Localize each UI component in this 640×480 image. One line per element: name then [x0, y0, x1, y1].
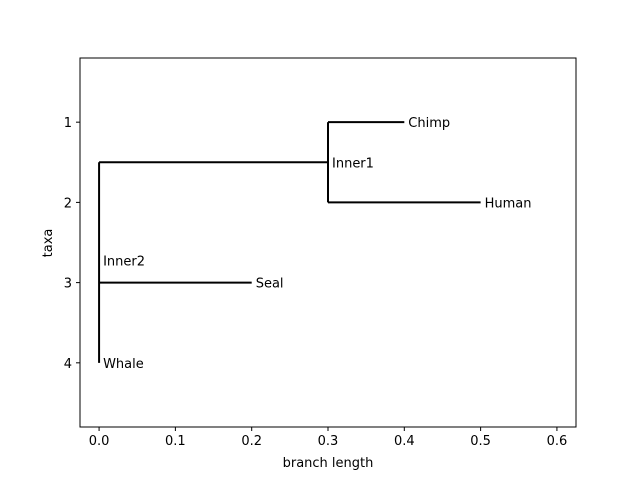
- node-label-whale: Whale: [103, 357, 144, 372]
- y-axis: 1 2 3 4: [64, 116, 80, 372]
- y-tick-label: 1: [64, 116, 72, 131]
- tree-branches: [98, 121, 481, 363]
- x-tick-label: 0.4: [394, 434, 415, 449]
- x-axis-label: branch length: [283, 456, 374, 471]
- x-tick-label: 0.6: [547, 434, 568, 449]
- x-tick-label: 0.1: [165, 434, 186, 449]
- node-label-inner1: Inner1: [332, 156, 374, 171]
- x-tick-label: 0.0: [89, 434, 110, 449]
- x-tick-label: 0.2: [241, 434, 262, 449]
- y-tick-label: 2: [64, 196, 72, 211]
- node-label-seal: Seal: [256, 277, 284, 292]
- y-axis-label: taxa: [41, 229, 56, 258]
- x-axis: 0.0 0.1 0.2 0.3 0.4 0.5 0.6: [89, 427, 568, 449]
- x-tick-label: 0.3: [318, 434, 339, 449]
- y-tick-label: 4: [64, 357, 72, 372]
- node-label-human: Human: [485, 196, 532, 211]
- node-label-inner2: Inner2: [103, 255, 145, 270]
- node-label-chimp: Chimp: [408, 116, 450, 131]
- y-tick-label: 3: [64, 277, 72, 292]
- x-tick-label: 0.5: [470, 434, 491, 449]
- node-labels: Inner2 Inner1 Chimp Human Seal Whale: [103, 116, 531, 372]
